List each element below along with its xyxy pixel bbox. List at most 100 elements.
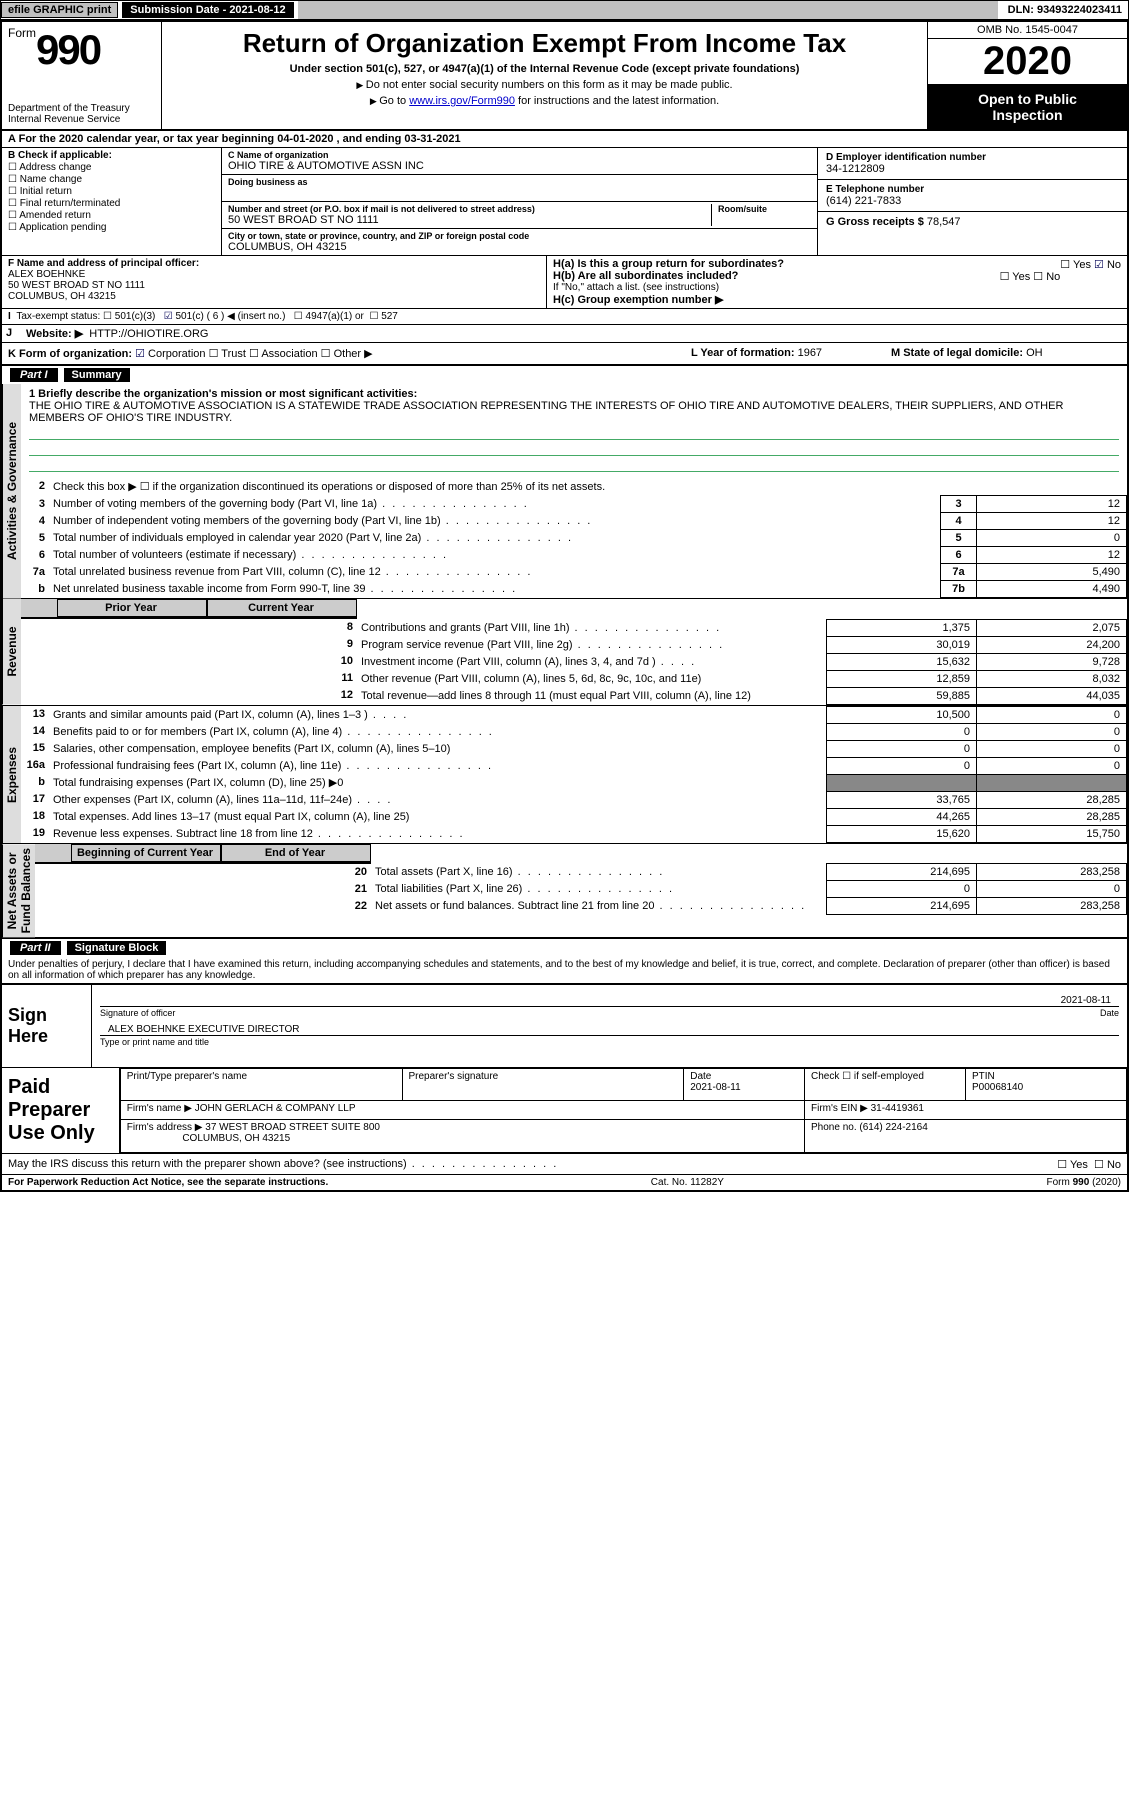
chk-association[interactable]: Association	[249, 348, 318, 360]
page-footer: For Paperwork Reduction Act Notice, see …	[2, 1174, 1127, 1190]
e13-num: 13	[21, 706, 49, 723]
e13-cy: 0	[977, 706, 1127, 723]
chk-4947[interactable]: 4947(a)(1) or	[294, 311, 364, 322]
prep-ptin-hdr: PTIN	[972, 1071, 995, 1082]
domicile-label: M State of legal domicile:	[891, 347, 1023, 359]
prep-selfemp[interactable]: Check ☐ if self-employed	[805, 1068, 966, 1100]
row4-num: 4	[21, 513, 49, 530]
box-deg: D Employer identification number 34-1212…	[817, 148, 1127, 255]
row4-val: 12	[977, 513, 1127, 530]
note2-post: for instructions and the latest informat…	[515, 95, 719, 107]
officer-sig-line[interactable]: 2021-08-11	[100, 991, 1119, 1007]
row-i: I Tax-exempt status: 501(c)(3) 501(c) ( …	[2, 309, 1127, 325]
row6-box: 6	[941, 547, 977, 564]
chk-527[interactable]: 527	[369, 311, 397, 322]
n22-py: 214,695	[827, 898, 977, 915]
box-f: F Name and address of principal officer:…	[2, 256, 547, 308]
efile-print-button[interactable]: efile GRAPHIC print	[1, 2, 118, 18]
row3-box: 3	[941, 496, 977, 513]
r12-py: 59,885	[827, 687, 977, 704]
prep-date-val: 2021-08-11	[690, 1082, 740, 1093]
row4-desc: Number of independent voting members of …	[49, 513, 941, 530]
hb-yes[interactable]: Yes	[1000, 271, 1031, 283]
year-formation-label: L Year of formation:	[691, 347, 795, 359]
footer-left: For Paperwork Reduction Act Notice, see …	[8, 1177, 328, 1188]
e13-py: 10,500	[827, 706, 977, 723]
mission-text: THE OHIO TIRE & AUTOMOTIVE ASSOCIATION I…	[29, 400, 1063, 424]
year-formation-value: 1967	[798, 347, 822, 359]
chk-501c[interactable]: 501(c) ( 6 ) ◀ (insert no.)	[164, 311, 286, 322]
chk-final-return[interactable]: Final return/terminated	[8, 198, 215, 209]
officer-name-label: Type or print name and title	[100, 1037, 1119, 1047]
expenses-table: 13Grants and similar amounts paid (Part …	[21, 706, 1127, 843]
row7b-num: b	[21, 581, 49, 598]
chk-application-pending[interactable]: Application pending	[8, 222, 215, 233]
note2-pre: Go to	[379, 95, 409, 107]
mission-blank-1	[29, 426, 1119, 440]
header-middle: Return of Organization Exempt From Incom…	[162, 22, 927, 129]
e19-py: 15,620	[827, 825, 977, 842]
part1-title: Summary	[64, 368, 130, 382]
paid-preparer-block: Paid Preparer Use Only Print/Type prepar…	[2, 1067, 1127, 1153]
e18-py: 44,265	[827, 808, 977, 825]
discuss-row: May the IRS discuss this return with the…	[2, 1153, 1127, 1174]
chk-trust[interactable]: Trust	[209, 348, 246, 360]
row7b-box: 7b	[941, 581, 977, 598]
chk-name-change[interactable]: Name change	[8, 174, 215, 185]
department-label: Department of the Treasury Internal Reve…	[8, 103, 155, 125]
officer-addr1: 50 WEST BROAD ST NO 1111	[8, 280, 145, 291]
r9-desc: Program service revenue (Part VIII, line…	[357, 636, 827, 653]
open-public-label: Open to Public Inspection	[928, 85, 1127, 129]
part2-header: Part II Signature Block	[2, 939, 1127, 957]
website-link[interactable]: HTTP://OHIOTIRE.ORG	[89, 328, 208, 340]
r11-desc: Other revenue (Part VIII, column (A), li…	[357, 670, 827, 687]
e16a-py: 0	[827, 757, 977, 774]
ha-no[interactable]: No	[1094, 259, 1121, 271]
e17-desc: Other expenses (Part IX, column (A), lin…	[49, 791, 827, 808]
chk-other[interactable]: Other ▶	[321, 348, 373, 360]
form-org-label: K Form of organization:	[8, 348, 132, 360]
chk-address-change[interactable]: Address change	[8, 162, 215, 173]
chk-amended-return[interactable]: Amended return	[8, 210, 215, 221]
n20-desc: Total assets (Part X, line 16)	[371, 864, 827, 881]
mission-block: 1 Briefly describe the organization's mi…	[21, 384, 1127, 478]
n21-num: 21	[35, 881, 371, 898]
e16a-cy: 0	[977, 757, 1127, 774]
row7a-num: 7a	[21, 564, 49, 581]
e16b-py	[827, 774, 977, 791]
n22-desc: Net assets or fund balances. Subtract li…	[371, 898, 827, 915]
chk-corporation[interactable]: Corporation	[135, 348, 205, 360]
box-b: B Check if applicable: Address change Na…	[2, 148, 222, 255]
firm-addr-value: 37 WEST BROAD STREET SUITE 800	[205, 1122, 380, 1133]
irs-link[interactable]: www.irs.gov/Form990	[409, 95, 515, 107]
e15-desc: Salaries, other compensation, employee b…	[49, 740, 827, 757]
gross-receipts-value: 78,547	[927, 216, 961, 228]
city-label: City or town, state or province, country…	[228, 231, 811, 241]
chk-initial-return[interactable]: Initial return	[8, 186, 215, 197]
expenses-section: Expenses 13Grants and similar amounts pa…	[2, 706, 1127, 844]
discuss-no[interactable]: No	[1094, 1159, 1121, 1171]
form-title: Return of Organization Exempt From Incom…	[170, 28, 919, 59]
sig-officer-label: Signature of officer	[100, 1008, 175, 1018]
na-cy-hdr: End of Year	[221, 844, 371, 862]
ha-yes[interactable]: Yes	[1060, 259, 1091, 271]
r10-num: 10	[21, 653, 357, 670]
city-value: COLUMBUS, OH 43215	[228, 241, 811, 253]
discuss-yes[interactable]: Yes	[1057, 1159, 1088, 1171]
e14-desc: Benefits paid to or for members (Part IX…	[49, 723, 827, 740]
mission-blank-2	[29, 442, 1119, 456]
row-klm: K Form of organization: Corporation Trus…	[2, 343, 1127, 366]
org-name-value: OHIO TIRE & AUTOMOTIVE ASSN INC	[228, 160, 811, 172]
chk-501c3[interactable]: 501(c)(3)	[103, 311, 155, 322]
netassets-table: Beginning of Current YearEnd of Year 20T…	[35, 844, 1127, 916]
netassets-section: Net Assets or Fund Balances Beginning of…	[2, 844, 1127, 939]
e16b-desc: Total fundraising expenses (Part IX, col…	[49, 774, 827, 791]
top-bar: efile GRAPHIC print Submission Date - 20…	[0, 0, 1129, 20]
perjury-text: Under penalties of perjury, I declare th…	[2, 957, 1127, 983]
hb-no[interactable]: No	[1033, 271, 1060, 283]
tax-year-text: For the 2020 calendar year, or tax year …	[19, 133, 461, 145]
officer-typed-name: ALEX BOEHNKE EXECUTIVE DIRECTOR	[108, 1024, 300, 1035]
hc-label: H(c) Group exemption number ▶	[553, 294, 723, 306]
header-right: OMB No. 1545-0047 2020 Open to Public In…	[927, 22, 1127, 129]
hb-label: H(b) Are all subordinates included?	[553, 270, 738, 282]
